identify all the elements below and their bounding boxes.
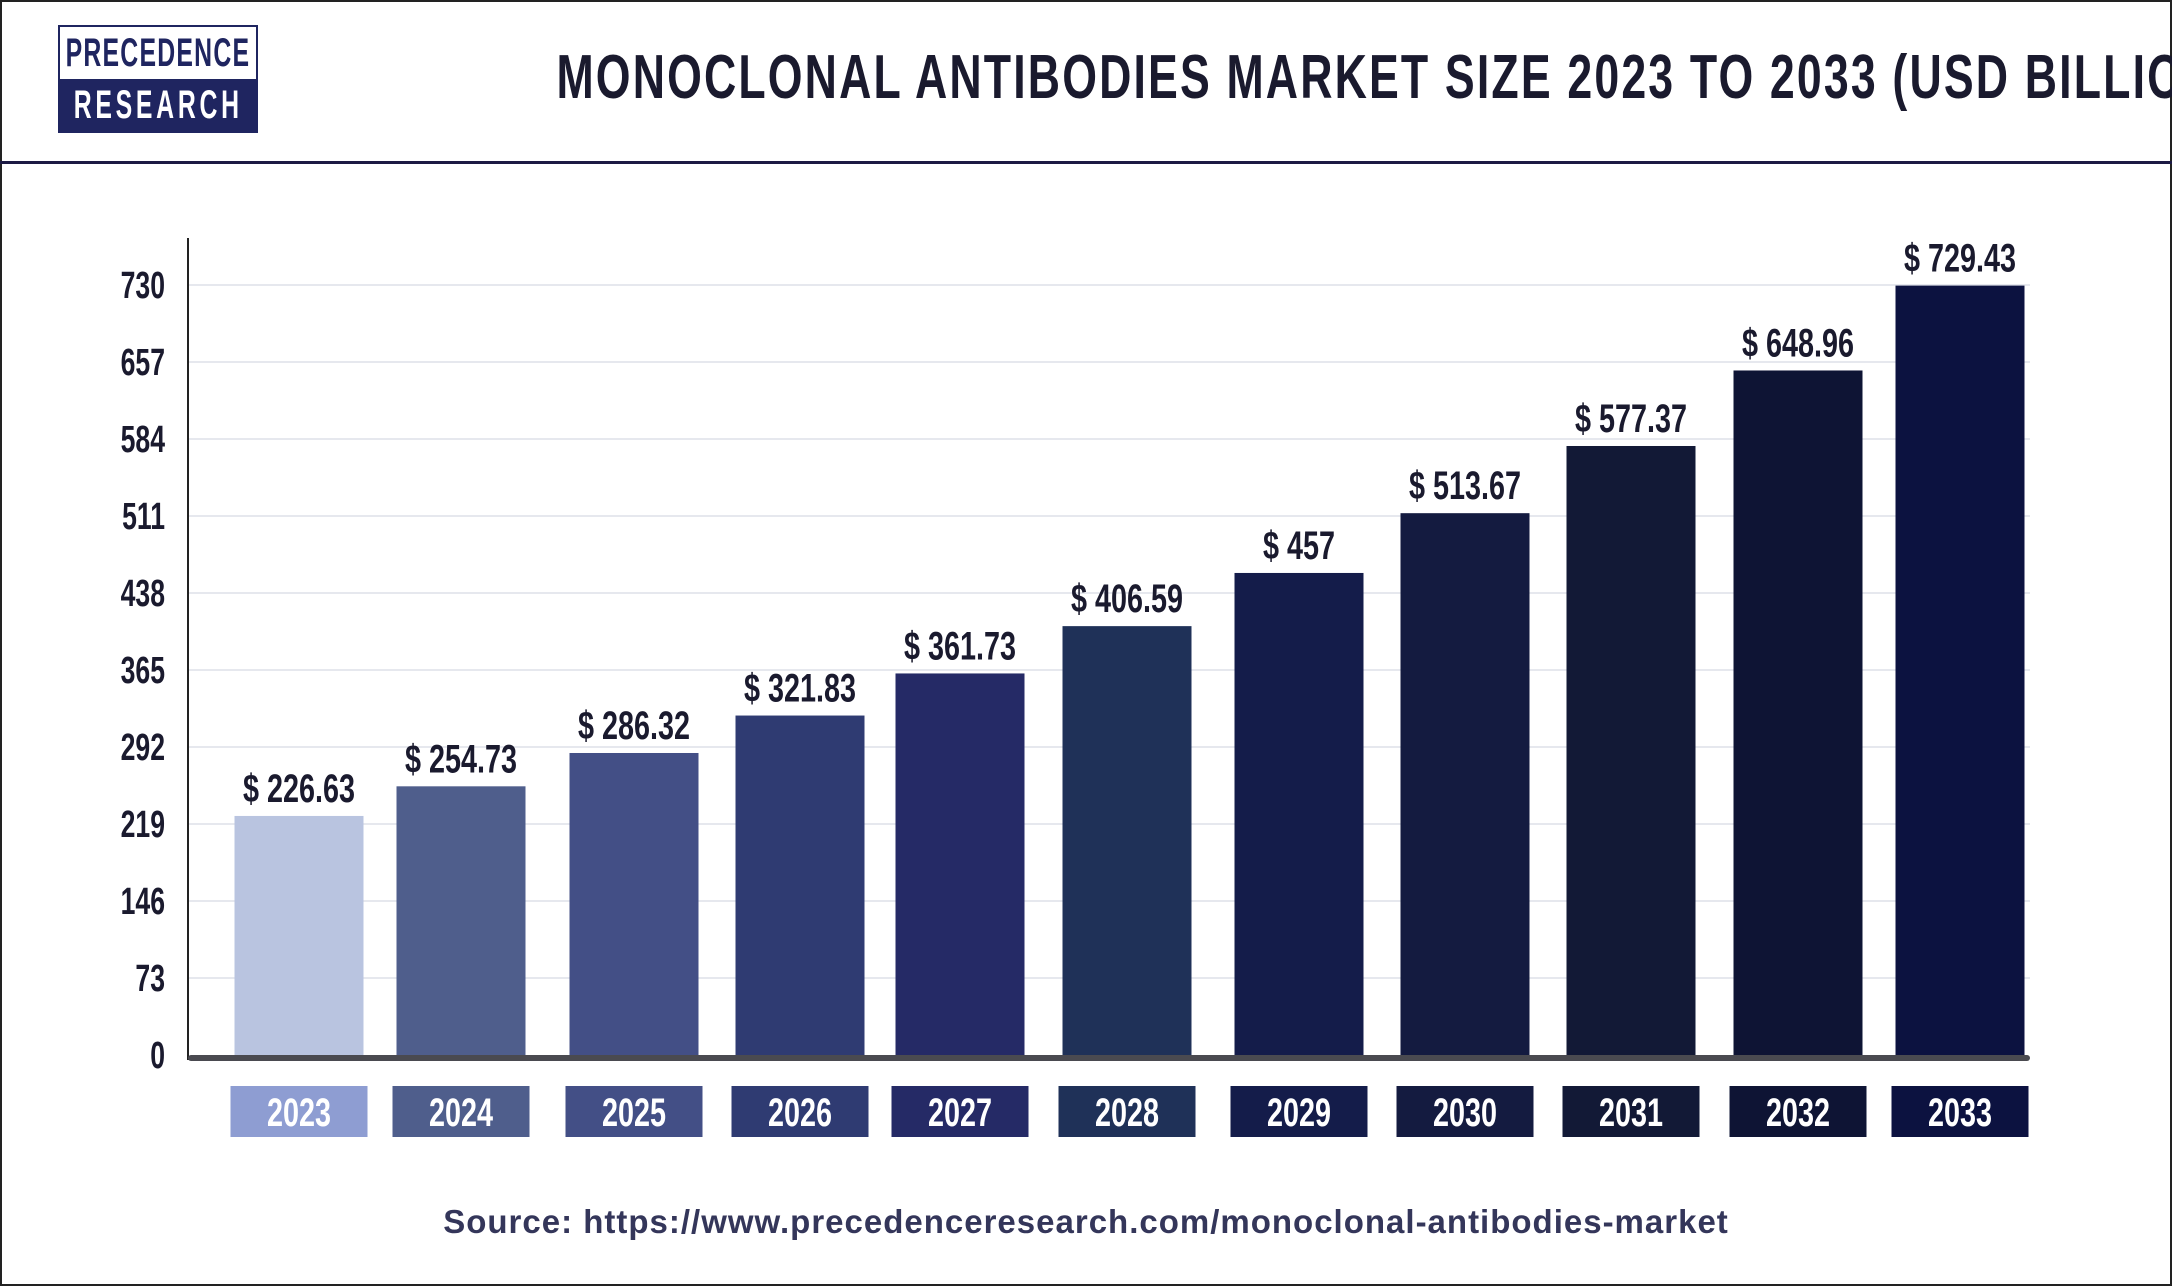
y-tick-label: 146: [121, 879, 165, 922]
bar-2029: [1234, 572, 1364, 1055]
x-tick-box: [1562, 1086, 1700, 1137]
x-tick-box: [731, 1086, 869, 1137]
y-tick-label: 292: [121, 725, 165, 768]
y-tick-label: 365: [121, 648, 165, 691]
data-label: $ 457: [1263, 523, 1335, 568]
x-tick-box: [1058, 1086, 1196, 1137]
x-tick-box: [1230, 1086, 1368, 1137]
bar-2026: [735, 715, 865, 1055]
x-tick-box: [891, 1086, 1029, 1137]
y-tick-label: 584: [121, 417, 166, 460]
data-label: $ 321.83: [744, 666, 856, 711]
x-tick-label: 2030: [1433, 1090, 1497, 1135]
data-label: $ 226.63: [243, 766, 355, 811]
precedence-research-logo: PRECEDENCE RESEARCH: [58, 25, 258, 133]
y-tick-label: 73: [135, 956, 165, 999]
x-axis-line: [188, 1055, 2030, 1061]
y-tick-label: 0: [150, 1033, 165, 1076]
data-label: $ 577.37: [1575, 396, 1687, 441]
bar-2030: [1400, 513, 1530, 1055]
x-tick-box: [1891, 1086, 2029, 1137]
x-tick-label: 2031: [1599, 1090, 1663, 1135]
x-tick-box: [392, 1086, 530, 1137]
data-label: $ 648.96: [1742, 321, 1854, 366]
bar-2023: [234, 815, 364, 1055]
x-tick-box: [230, 1086, 368, 1137]
data-label: $ 254.73: [405, 737, 517, 782]
data-label: $ 361.73: [904, 624, 1016, 669]
y-tick-label: 438: [121, 571, 165, 614]
y-tick-label: 730: [121, 263, 165, 306]
logo-line2: RESEARCH: [73, 82, 243, 127]
logo-line1: PRECEDENCE: [65, 30, 251, 75]
x-tick-label: 2032: [1766, 1090, 1830, 1135]
header-divider: [0, 161, 2172, 164]
bar-2025: [569, 752, 699, 1055]
x-tick-box: [1396, 1086, 1534, 1137]
bar-2024: [396, 786, 526, 1055]
y-tick-label: 657: [121, 340, 165, 383]
data-label: $ 406.59: [1071, 577, 1183, 622]
bar-2032: [1733, 370, 1863, 1055]
bar-2027: [895, 673, 1025, 1055]
bar-2028: [1062, 626, 1192, 1055]
source-text: Source: https://www.precedenceresearch.c…: [443, 1203, 1729, 1240]
x-tick-label: 2023: [267, 1090, 331, 1135]
x-tick-label: 2033: [1928, 1090, 1992, 1135]
x-tick-label: 2026: [768, 1090, 832, 1135]
y-tick-label: 511: [122, 494, 165, 537]
x-tick-label: 2029: [1267, 1090, 1331, 1135]
chart-title: MONOCLONAL ANTIBODIES MARKET SIZE 2023 T…: [556, 43, 2172, 112]
x-tick-label: 2027: [928, 1090, 992, 1135]
x-tick-box: [565, 1086, 703, 1137]
data-label: $ 286.32: [578, 703, 690, 748]
y-tick-label: 219: [121, 802, 165, 845]
x-tick-label: 2025: [602, 1090, 666, 1135]
bar-2033: [1895, 285, 2025, 1056]
x-tick-box: [1729, 1086, 1867, 1137]
data-label: $ 513.67: [1409, 464, 1521, 509]
bar-2031: [1566, 445, 1696, 1055]
x-tick-label: 2028: [1095, 1090, 1159, 1135]
x-tick-label: 2024: [429, 1090, 494, 1135]
data-label: $ 729.43: [1904, 236, 2016, 281]
